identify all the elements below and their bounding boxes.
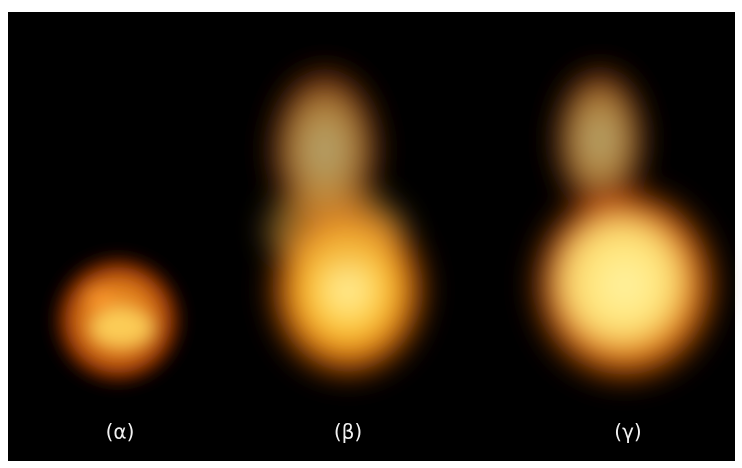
label-gamma: (γ) <box>614 420 641 444</box>
image: (α) (β) (γ) <box>0 0 742 468</box>
label-beta: (β) <box>334 420 362 444</box>
flame-alpha <box>50 252 186 388</box>
page: (α) (β) (γ) (() => { const data = JSON.p… <box>0 0 742 468</box>
label-alpha: (α) <box>106 420 135 444</box>
